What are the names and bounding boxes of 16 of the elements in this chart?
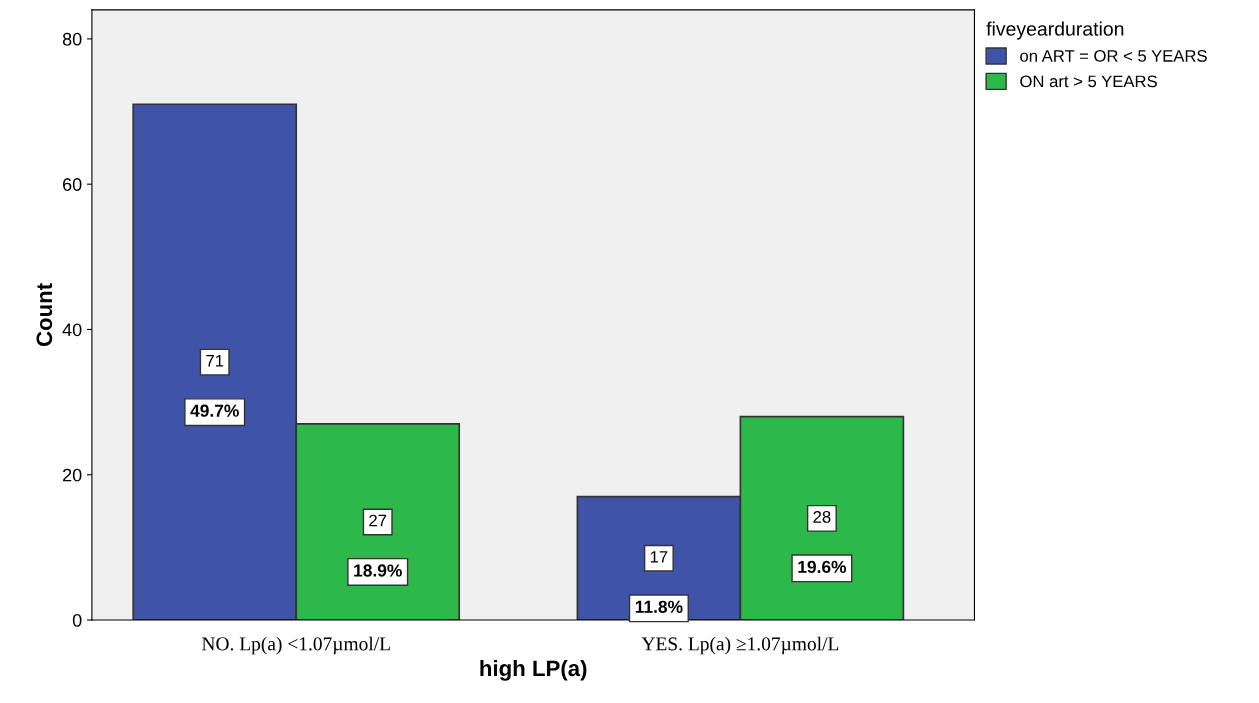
y-tick-label: 60 — [63, 178, 82, 191]
legend-label: on ART = OR < 5 YEARS — [1020, 50, 1207, 62]
x-tick-label: YES. Lp(a) ≥1.07µmol/L — [641, 636, 839, 655]
text: 28 19.6% — [798, 511, 847, 574]
legend-title: fiveyearduration — [986, 21, 1124, 40]
y-tick-label: 80 — [62, 32, 82, 46]
legend-label: ON art > 5 YEARS — [1020, 75, 1157, 88]
y-tick-label: 40 — [62, 323, 82, 337]
y-tick-label: 0 — [72, 613, 82, 627]
y-tick-label: 20 — [63, 468, 82, 482]
text: 71 49.7% — [190, 355, 239, 417]
x-axis-title: high LP(a) — [480, 659, 587, 681]
x-tick-label: NO. Lp(a) <1.07µmol/L — [202, 636, 390, 655]
y-axis-title: Count — [36, 283, 53, 347]
text: 17 11.8% — [635, 551, 683, 613]
text: 27 18.9% — [354, 514, 402, 577]
